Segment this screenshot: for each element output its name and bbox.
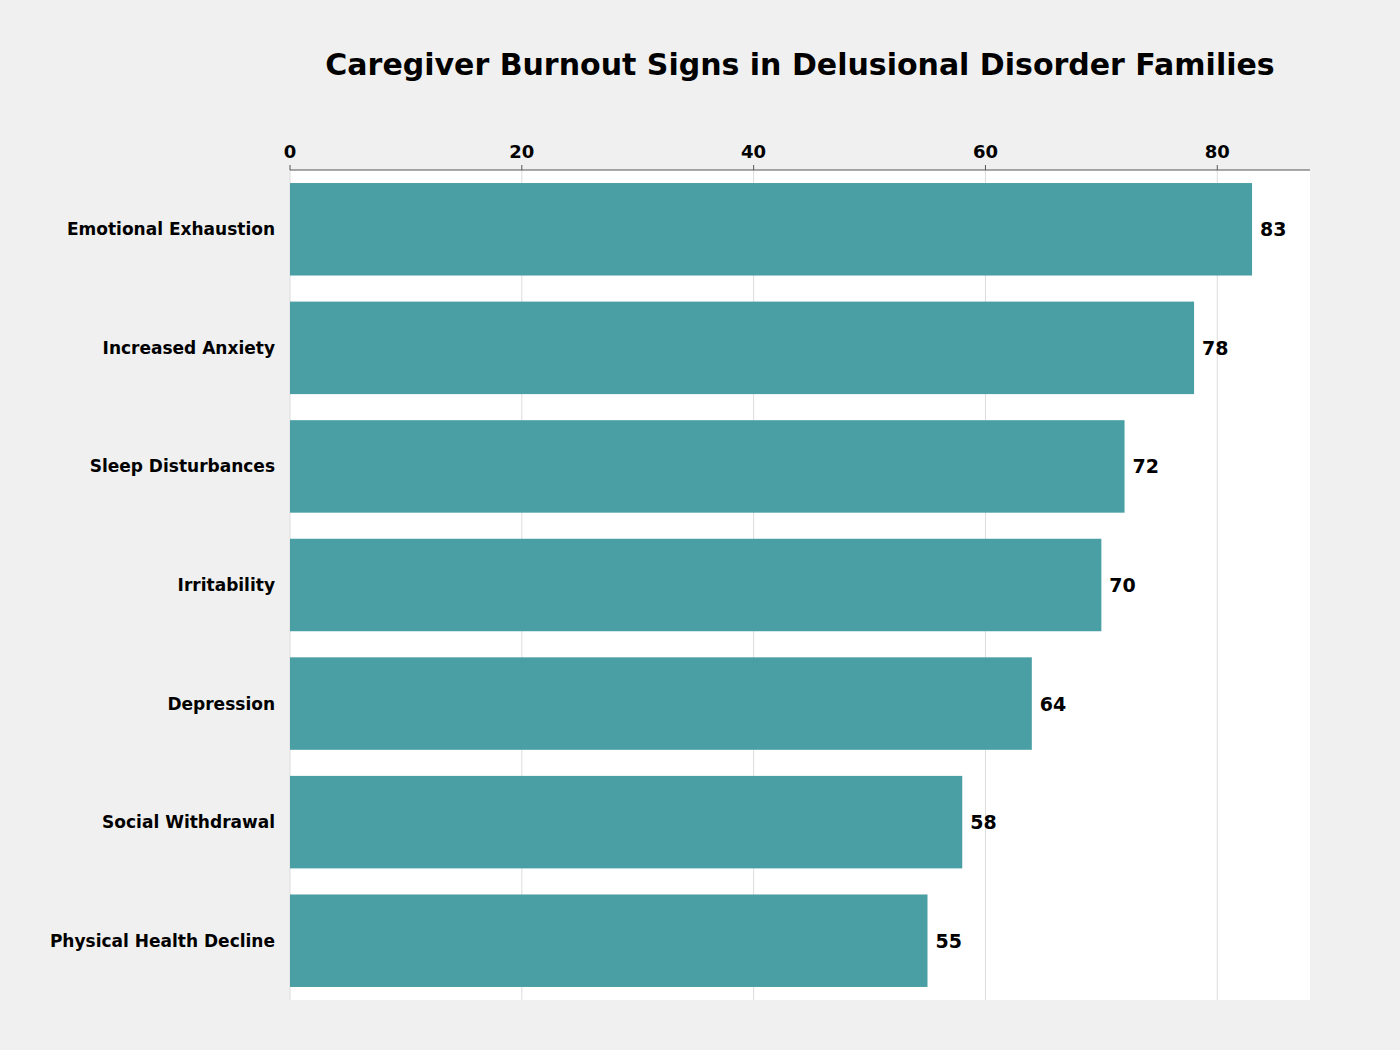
data-label: 58 [970,811,996,833]
bar [290,302,1194,394]
category-label: Depression [167,694,275,714]
bar [290,539,1101,631]
data-label: 70 [1109,574,1135,596]
chart-container: 0 20 40 60 80 Emotional Exhaustion Increased A… [0,0,1400,1050]
category-label: Emotional Exhaustion [67,219,275,239]
category-label: Physical Health Decline [50,931,275,951]
x-tick [290,165,291,170]
bar [290,183,1252,275]
x-tick-label: 80 [1205,141,1230,162]
x-tick [985,165,986,170]
title: Caregiver Burnout Signs in Delusional Di… [325,47,1274,82]
bar [290,420,1125,512]
data-label: 83 [1260,218,1286,240]
category-label: Social Withdrawal [102,812,275,832]
plot-area [290,170,1310,1000]
page: {"chart_data": {"type": "bar", "orientat… [0,0,1400,1050]
x-tick [1217,165,1218,170]
x-tick [753,165,754,170]
data-label: 64 [1040,693,1066,715]
x-tick-label: 40 [741,141,766,162]
x-axis-line [290,170,1310,171]
x-axis: 0 20 40 60 80 [284,141,1230,170]
y-axis: Emotional Exhaustion Increased Anxiety Sle… [50,219,275,950]
bar [290,657,1032,749]
x-tick-label: 0 [284,141,297,162]
data-labels: 83 78 72 70 64 58 55 [936,218,1287,951]
bar [290,776,962,868]
bars [290,183,1252,987]
grid [290,170,1217,1000]
grid-line [1217,170,1218,1000]
data-label: 72 [1133,455,1159,477]
chart-svg: 0 20 40 60 80 Emotional Exhaustion Increased A… [0,0,1400,1050]
category-label: Increased Anxiety [103,338,275,358]
category-label: Irritability [178,575,275,595]
data-label: 78 [1202,337,1228,359]
background [0,0,1400,1050]
data-label: 55 [936,930,962,952]
x-tick-label: 60 [973,141,998,162]
x-tick [521,165,522,170]
bar [290,894,928,986]
x-tick-label: 20 [509,141,534,162]
category-label: Sleep Disturbances [90,456,275,476]
